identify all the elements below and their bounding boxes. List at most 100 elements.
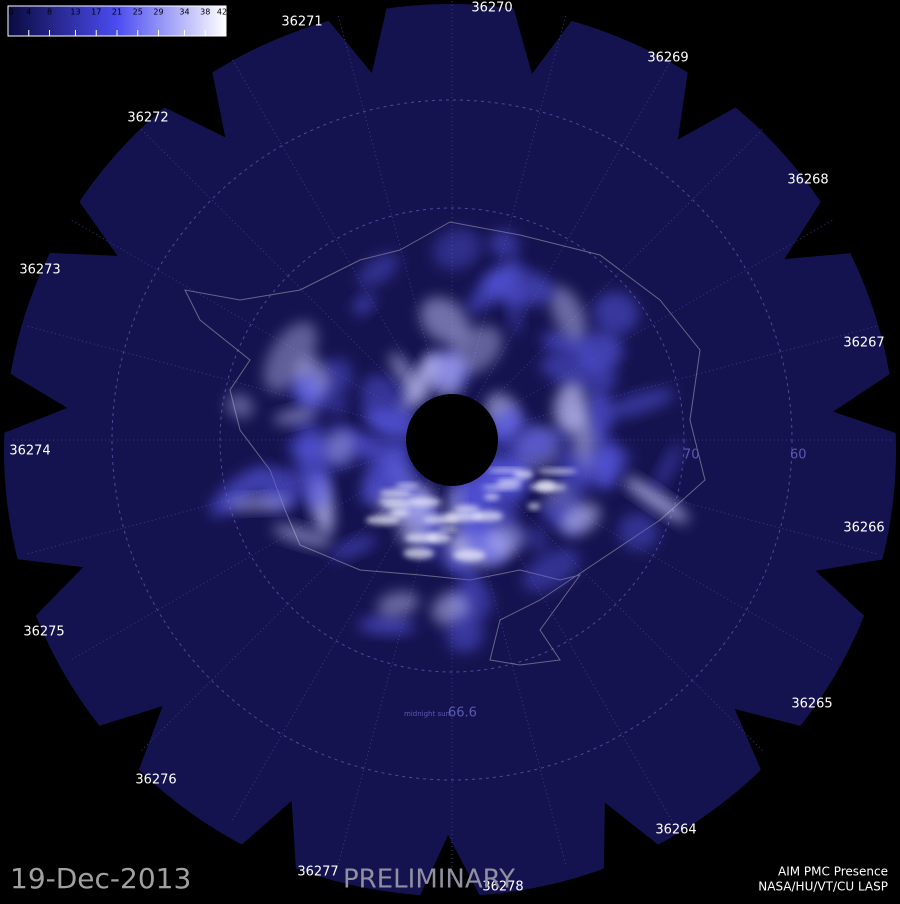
cloud-field bbox=[210, 228, 689, 653]
cloud bbox=[226, 393, 254, 419]
orbit-label: 36277 bbox=[297, 865, 338, 880]
meridian bbox=[484, 472, 764, 752]
cloud-bright bbox=[454, 505, 480, 513]
cloud-bright bbox=[444, 511, 483, 522]
cloud bbox=[376, 591, 420, 618]
colorbar-tick-label: 0 bbox=[8, 8, 13, 17]
cloud-bright bbox=[403, 547, 435, 559]
cloud-bright bbox=[453, 549, 486, 562]
meridian bbox=[463, 484, 567, 866]
meridian bbox=[474, 58, 673, 401]
cloud bbox=[296, 435, 331, 509]
cloud bbox=[433, 228, 482, 270]
annotation: midnight sun bbox=[404, 710, 450, 718]
colorbar-tick-label: 4 bbox=[26, 8, 31, 17]
cloud-bright bbox=[528, 483, 567, 491]
meridian bbox=[140, 128, 420, 408]
meridian bbox=[26, 325, 408, 429]
colorbar-tick-label: 8 bbox=[47, 8, 52, 17]
meridian bbox=[140, 472, 420, 752]
cloud bbox=[353, 293, 375, 315]
meridian bbox=[484, 128, 764, 408]
cloud bbox=[482, 455, 522, 527]
cloud bbox=[522, 548, 580, 592]
data-gap bbox=[815, 558, 887, 619]
cloud bbox=[654, 443, 682, 490]
data-gap bbox=[833, 371, 900, 435]
data-gap bbox=[677, 68, 740, 140]
cloud-bright bbox=[483, 493, 500, 500]
cloud-bright bbox=[496, 478, 523, 486]
data-gap bbox=[784, 198, 855, 260]
latitude-label: 66.6 bbox=[448, 706, 477, 721]
cloud bbox=[286, 380, 349, 414]
cloud bbox=[489, 230, 519, 259]
latitude-circle bbox=[219, 207, 685, 673]
pole-hole bbox=[406, 394, 498, 486]
status: PRELIMINARY bbox=[343, 865, 515, 895]
cloud bbox=[227, 496, 292, 511]
cloud bbox=[263, 321, 318, 392]
colorbar-tick-label: 34 bbox=[179, 8, 189, 17]
cloud bbox=[321, 357, 353, 396]
cloud-bright bbox=[379, 489, 412, 498]
cloud bbox=[367, 431, 395, 456]
data-gap bbox=[325, 4, 388, 74]
cloud bbox=[485, 524, 525, 556]
cloud bbox=[513, 429, 570, 454]
orbit-labels: 36270 36269 36268 36267 36266 36265 36264 36278… bbox=[9, 1, 884, 895]
meridian bbox=[463, 14, 567, 396]
cloud bbox=[446, 616, 484, 653]
meridian bbox=[496, 325, 878, 429]
cloud bbox=[549, 286, 588, 342]
cloud bbox=[358, 253, 399, 288]
credit: NASA/HU/VT/CU LASP bbox=[758, 880, 888, 894]
cloud-bright bbox=[513, 469, 534, 479]
cloud bbox=[554, 382, 587, 435]
data-gap bbox=[603, 802, 662, 873]
colorbar-tick-label: 21 bbox=[112, 8, 122, 17]
meridian bbox=[231, 58, 430, 401]
cloud bbox=[570, 445, 631, 485]
cloud bbox=[420, 297, 470, 345]
data-gap bbox=[418, 834, 482, 899]
cloud bbox=[601, 389, 675, 419]
data-gap bbox=[0, 371, 68, 435]
cloud-bright bbox=[487, 468, 522, 473]
orbit-label: 36269 bbox=[647, 51, 688, 66]
meridian bbox=[231, 479, 430, 822]
cloud bbox=[273, 406, 318, 425]
data-gap bbox=[13, 558, 84, 619]
orbit-label: 36266 bbox=[843, 521, 884, 536]
cloud-bright bbox=[482, 485, 522, 490]
graticule bbox=[12, 0, 892, 880]
orbit-label: 36275 bbox=[23, 625, 64, 640]
cloud bbox=[467, 259, 522, 313]
cloud bbox=[210, 466, 270, 516]
meridian bbox=[496, 451, 878, 555]
cloud bbox=[361, 439, 410, 505]
colorbar-tick-label: 13 bbox=[70, 8, 80, 17]
data-gap bbox=[160, 68, 226, 138]
credit: AIM PMC Presence bbox=[778, 865, 888, 879]
cloud-bright bbox=[438, 526, 458, 532]
data-gap bbox=[95, 706, 163, 774]
meridian bbox=[337, 14, 441, 396]
cloud bbox=[593, 291, 639, 335]
colorbar-tick-label: 38 bbox=[200, 8, 210, 17]
orbit-label: 36271 bbox=[281, 15, 322, 30]
cloud bbox=[560, 502, 601, 535]
cloud-bright bbox=[365, 515, 400, 525]
data-gap bbox=[734, 709, 805, 774]
latitude-circle bbox=[111, 99, 793, 781]
cloud-bright bbox=[537, 468, 578, 474]
cloud bbox=[431, 592, 470, 626]
orbit-label: 36278 bbox=[482, 880, 523, 895]
cloud bbox=[331, 535, 377, 560]
meridian bbox=[491, 462, 834, 661]
data-gaps bbox=[0, 4, 900, 899]
colorbar-tick-label: 17 bbox=[91, 8, 101, 17]
cloud bbox=[623, 476, 689, 523]
cloud-bright bbox=[405, 497, 442, 506]
